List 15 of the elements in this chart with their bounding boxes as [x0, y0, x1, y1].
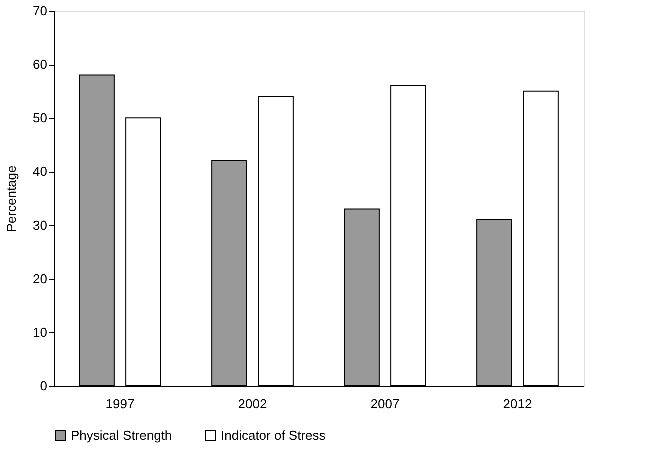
x-tick-label: 1997	[106, 396, 135, 412]
y-tick-label: 30	[33, 218, 48, 233]
y-tick-label: 0	[40, 378, 48, 394]
y-tick-label: 50	[33, 110, 48, 126]
y-tick-label: 70	[33, 4, 48, 18]
y-tick-label: 60	[33, 57, 48, 72]
x-tick-label: 2007	[370, 396, 400, 412]
legend-label: Indicator of Stress	[221, 428, 326, 443]
x-tick-label: 2012	[503, 396, 532, 412]
y-tick-label: 20	[33, 271, 48, 286]
x-tick-label: 2002	[238, 396, 268, 412]
legend-label: Physical Strength	[71, 428, 172, 443]
y-tick-label: 10	[33, 324, 48, 340]
y-axis-title: Percentage	[4, 166, 20, 232]
y-tick-label: 40	[33, 164, 48, 180]
